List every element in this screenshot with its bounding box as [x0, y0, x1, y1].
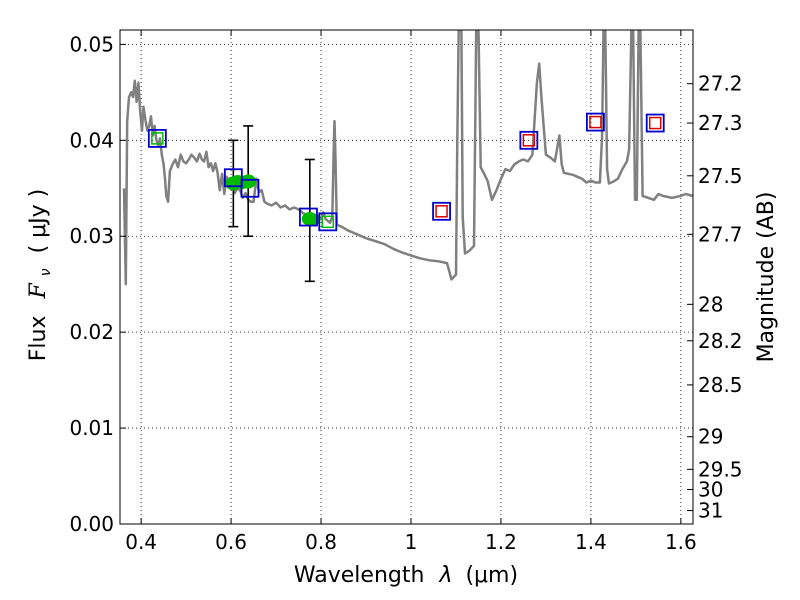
y-axis-label-symbol: F: [26, 283, 51, 300]
y2-axis-label: Magnitude (AB): [754, 192, 779, 363]
data-points: [147, 112, 665, 283]
y-axis-label: Flux F ν ( μJy ): [26, 189, 56, 362]
model-filter-box: [223, 168, 243, 188]
inner-red-box: [522, 134, 536, 147]
y-axis-label-subscript: ν: [38, 268, 54, 276]
y2-tick-label: 28.5: [698, 373, 743, 397]
x-axis-label-text: Wavelength: [294, 563, 425, 588]
x-axis-label-unit: (μm): [465, 563, 518, 588]
x-tick-label: 0.4: [125, 530, 157, 554]
y2-tick-label: 28: [698, 292, 723, 316]
y-tick-label: 0.04: [69, 128, 114, 152]
y-tick-label: 0.00: [69, 512, 114, 536]
inner-red-box: [648, 116, 662, 130]
x-tick-label: 1.2: [485, 530, 517, 554]
y2-tick-label: 27.7: [698, 222, 743, 246]
model-filter-box: [318, 212, 338, 232]
axis-ticks: 0.4 0.6 0.8 1 1.2 1.4 1.6 0.00 0.01 0.02 0.03 0.04 0…: [69, 30, 743, 554]
model-filter-box: [147, 128, 167, 148]
y2-tick-label: 29.5: [698, 457, 743, 481]
y-axis-label-text: Flux: [26, 316, 51, 362]
y-tick-label: 0.03: [69, 224, 114, 248]
model-spectrum: [122, 30, 693, 286]
x-tick-label: 1: [405, 530, 418, 554]
y-axis-label-unit: ( μJy ): [26, 189, 51, 254]
y-tick-label: 0.05: [69, 32, 114, 56]
spectrum-line: [122, 30, 693, 286]
model-filter-box: [432, 201, 451, 221]
y2-tick-label: 27.3: [698, 111, 743, 135]
y-tick-label: 0.02: [69, 320, 114, 344]
inner-red-box: [589, 115, 602, 129]
inner-green-box: [321, 215, 335, 229]
y2-tick-label: 28.2: [698, 329, 743, 353]
x-tick-label: 1.6: [665, 530, 697, 554]
model-filter-box: [299, 207, 318, 227]
y-tick-label: 0.01: [69, 416, 114, 440]
x-tick-label: 1.4: [575, 530, 607, 554]
model-filter-box: [645, 113, 665, 133]
y2-tick-label: 27.2: [698, 72, 743, 96]
model-filter-box: [519, 130, 539, 150]
inner-red-box: [435, 205, 448, 218]
y2-tick-label: 29: [698, 425, 723, 449]
inner-green-box: [151, 132, 164, 145]
y2-tick-label: 27.5: [698, 164, 743, 188]
y2-tick-label: 31: [698, 499, 723, 523]
plot-frame: [119, 29, 694, 525]
x-tick-label: 0.6: [215, 530, 247, 554]
model-filter-box: [586, 112, 605, 132]
y2-tick-label: 30: [698, 477, 723, 501]
x-tick-label: 0.8: [305, 530, 337, 554]
x-axis-label-symbol: λ: [438, 563, 452, 588]
x-axis-label: Wavelength λ (μm): [294, 563, 518, 588]
model-filter-box: [240, 178, 260, 198]
